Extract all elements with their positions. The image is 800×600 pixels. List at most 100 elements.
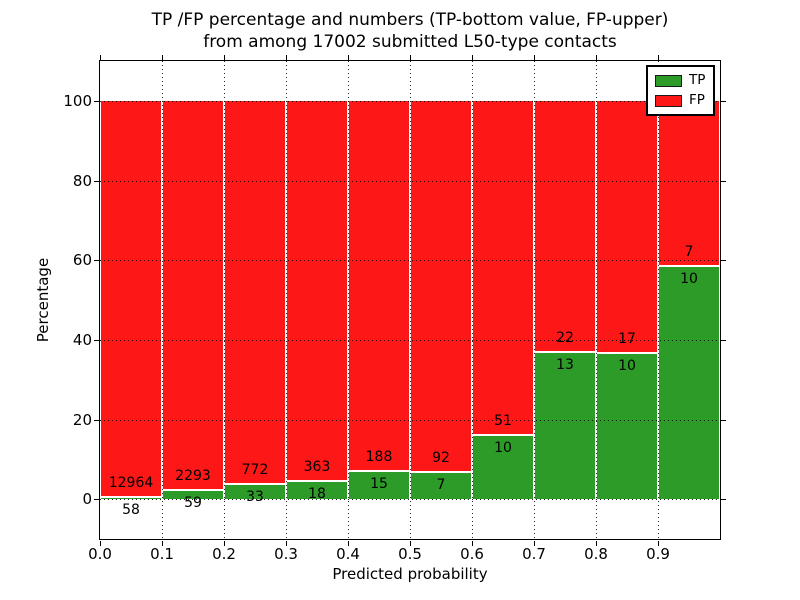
fp-bar-segment [535, 101, 595, 351]
plot-area: 12964 58 2293 59 772 33 363 18 188 15 92 7 51 10 22 13 1… [100, 61, 720, 539]
x-tick-mark-top [348, 55, 349, 60]
x-tick-mark [348, 541, 349, 546]
y-tick-mark [94, 260, 99, 261]
x-tick-mark [224, 541, 225, 546]
x-tick-label: 0.9 [646, 545, 670, 563]
tp-count-label: 58 [122, 502, 140, 518]
chart-title-line1: TP /FP percentage and numbers (TP-bottom… [151, 10, 669, 30]
tp-count-label: 18 [308, 486, 326, 502]
fp-count-label: 51 [494, 413, 512, 429]
legend-row-tp: TP [655, 73, 705, 88]
fp-bar-segment [287, 101, 347, 480]
tp-count-label: 13 [556, 357, 574, 373]
x-tick-mark-top [100, 55, 101, 60]
x-tick-mark [472, 541, 473, 546]
x-tick-label: 0.4 [336, 545, 360, 563]
x-tick-mark-top [534, 55, 535, 60]
y-tick-mark [94, 340, 99, 341]
legend-row-fp: FP [655, 93, 705, 108]
x-tick-label: 0.3 [274, 545, 298, 563]
fp-count-label: 188 [365, 449, 393, 465]
x-tick-label: 0.2 [212, 545, 236, 563]
vertical-gridline [224, 61, 225, 539]
fp-count-label: 772 [241, 462, 269, 478]
y-tick-label: 0 [82, 490, 92, 508]
tp-bar-segment [349, 470, 409, 499]
tp-count-label: 59 [184, 495, 202, 511]
x-tick-mark [100, 541, 101, 546]
fp-bar-segment [473, 101, 533, 434]
y-tick-label: 40 [72, 331, 92, 349]
y-tick-mark [94, 101, 99, 102]
fp-color-swatch [655, 94, 682, 107]
vertical-gridline [534, 61, 535, 539]
y-tick-label: 100 [63, 92, 92, 110]
fp-count-label: 363 [303, 459, 331, 475]
tp-bar-segment [597, 352, 657, 499]
tp-bar-segment [411, 471, 471, 499]
tp-count-label: 10 [494, 440, 512, 456]
x-tick-mark [658, 541, 659, 546]
y-tick-mark-right [721, 499, 726, 500]
tp-bar-segment [287, 480, 347, 499]
x-axis-label: Predicted probability [332, 565, 488, 583]
y-tick-mark-right [721, 101, 726, 102]
legend: TP FP [646, 65, 716, 116]
chart-title-line2: from among 17002 submitted L50-type cont… [203, 32, 617, 52]
vertical-gridline [596, 61, 597, 539]
tp-count-label: 10 [618, 358, 636, 374]
y-tick-mark-right [721, 181, 726, 182]
fp-bar-segment [163, 101, 223, 489]
y-tick-label: 80 [72, 172, 92, 190]
vertical-gridline [472, 61, 473, 539]
y-tick-mark [94, 499, 99, 500]
x-tick-mark [162, 541, 163, 546]
x-tick-mark-top [658, 55, 659, 60]
fp-bar-segment [597, 101, 657, 352]
tp-color-swatch [655, 74, 682, 87]
fp-count-label: 12964 [108, 475, 154, 491]
y-axis-label: Percentage [34, 257, 52, 343]
x-tick-mark-top [162, 55, 163, 60]
tp-count-label: 7 [436, 477, 446, 493]
tp-count-label: 15 [370, 476, 388, 492]
fp-count-label: 7 [684, 244, 694, 260]
tp-bar-segment [101, 496, 161, 499]
fp-count-label: 22 [556, 330, 574, 346]
tp-bar-segment [225, 483, 285, 499]
legend-label-fp: FP [689, 92, 705, 108]
vertical-gridline [162, 61, 163, 539]
y-tick-label: 60 [72, 251, 92, 269]
tp-bar-segment [163, 489, 223, 499]
vertical-gridline [410, 61, 411, 539]
fp-bar-segment [411, 101, 471, 471]
x-tick-mark-top [596, 55, 597, 60]
x-tick-label: 0.0 [88, 545, 112, 563]
fp-bar-segment [225, 101, 285, 483]
x-tick-mark [410, 541, 411, 546]
x-tick-label: 0.5 [398, 545, 422, 563]
x-tick-mark [534, 541, 535, 546]
fp-count-label: 92 [432, 450, 450, 466]
tp-bar-segment [473, 434, 533, 499]
x-tick-label: 0.7 [522, 545, 546, 563]
y-tick-mark [94, 420, 99, 421]
x-tick-label: 0.6 [460, 545, 484, 563]
legend-label-tp: TP [689, 72, 706, 88]
vertical-gridline [348, 61, 349, 539]
fp-bar-segment [349, 101, 409, 470]
y-tick-mark [94, 181, 99, 182]
tp-bar-segment [535, 351, 595, 499]
vertical-gridline [286, 61, 287, 539]
y-tick-mark-right [721, 260, 726, 261]
chart-title: TP /FP percentage and numbers (TP-bottom… [100, 9, 720, 53]
vertical-gridline [658, 61, 659, 539]
y-tick-mark-right [721, 420, 726, 421]
y-tick-label: 20 [72, 411, 92, 429]
tp-bar-segment [659, 265, 719, 499]
x-tick-mark-top [286, 55, 287, 60]
x-tick-mark-top [410, 55, 411, 60]
fp-count-label: 17 [618, 331, 636, 347]
fp-bar-segment [659, 101, 719, 265]
